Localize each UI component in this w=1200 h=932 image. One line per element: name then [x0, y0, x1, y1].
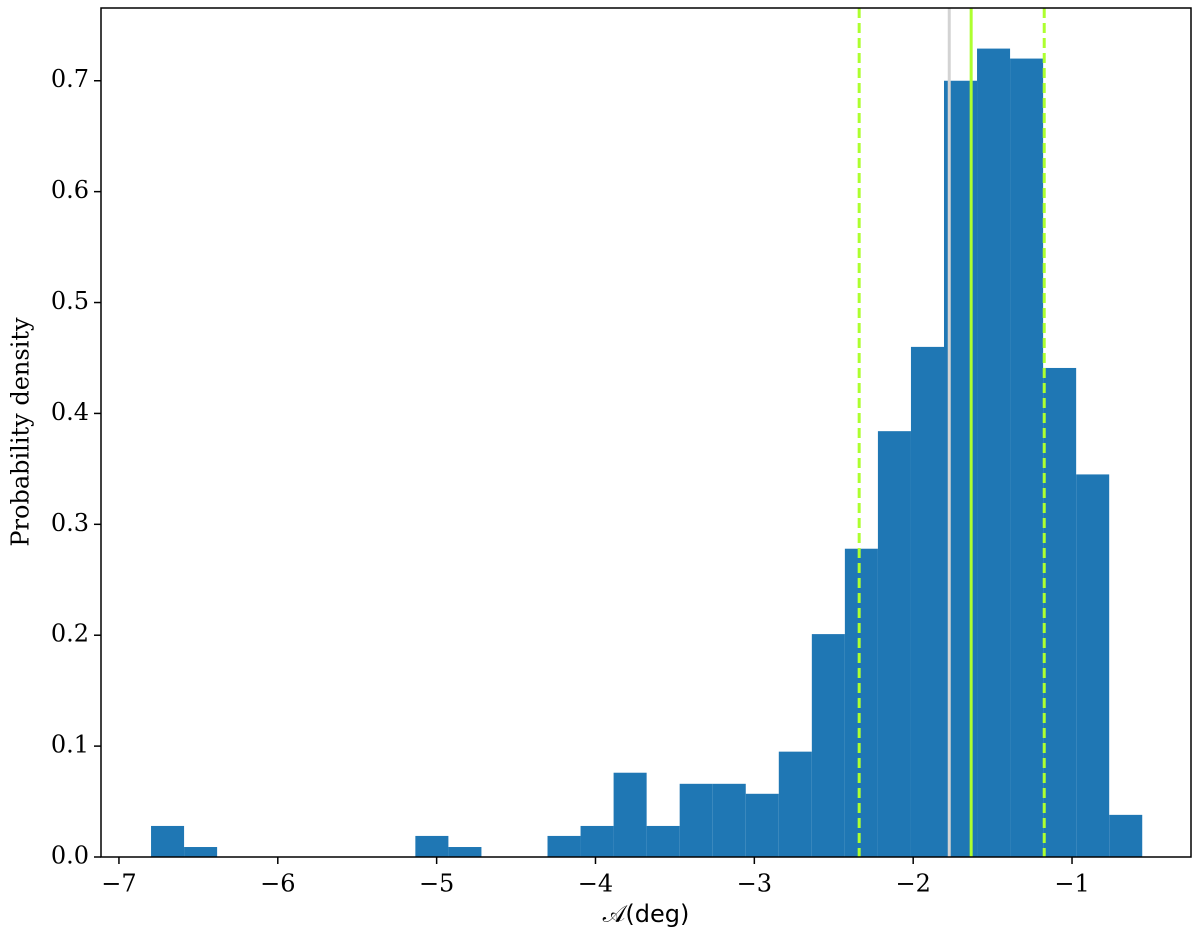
- x-tick-label: −5: [419, 870, 454, 898]
- bar: [184, 847, 218, 857]
- y-tick-label: 0.2: [51, 620, 89, 648]
- x-tick-label: −4: [578, 870, 613, 898]
- x-tick-label: −7: [101, 870, 136, 898]
- x-tick-label: −6: [260, 870, 295, 898]
- y-tick-label: 0.1: [51, 731, 89, 759]
- bar: [811, 634, 845, 857]
- bar: [415, 835, 449, 857]
- bar: [580, 825, 614, 857]
- bar: [613, 772, 647, 857]
- bar: [1109, 814, 1143, 857]
- y-tick-label: 0.0: [51, 842, 89, 870]
- bar: [910, 346, 944, 857]
- y-tick-label: 0.7: [51, 65, 89, 93]
- bar: [679, 783, 713, 857]
- bar: [877, 431, 911, 857]
- y-tick-label: 0.3: [51, 509, 89, 537]
- bar: [646, 825, 680, 857]
- x-tick-label: −1: [1054, 870, 1089, 898]
- x-tick-label: −2: [895, 870, 930, 898]
- y-tick-label: 0.5: [51, 287, 89, 315]
- y-tick-label: 0.6: [51, 176, 89, 204]
- bar: [1043, 367, 1077, 857]
- bar: [745, 793, 779, 857]
- bar: [1076, 474, 1110, 857]
- bar: [1010, 58, 1044, 858]
- plot-frame: [100, 7, 1192, 858]
- bar: [547, 835, 581, 857]
- bar: [844, 548, 878, 857]
- bar: [712, 783, 746, 857]
- y-tick-label: 0.4: [51, 398, 89, 426]
- x-tick-label: −3: [737, 870, 772, 898]
- bar: [151, 825, 185, 857]
- bar: [778, 751, 812, 857]
- y-axis-label: Probability density: [7, 317, 35, 547]
- bar: [977, 48, 1011, 858]
- bar: [448, 847, 482, 857]
- x-axis-label: 𝒜(deg): [603, 900, 690, 928]
